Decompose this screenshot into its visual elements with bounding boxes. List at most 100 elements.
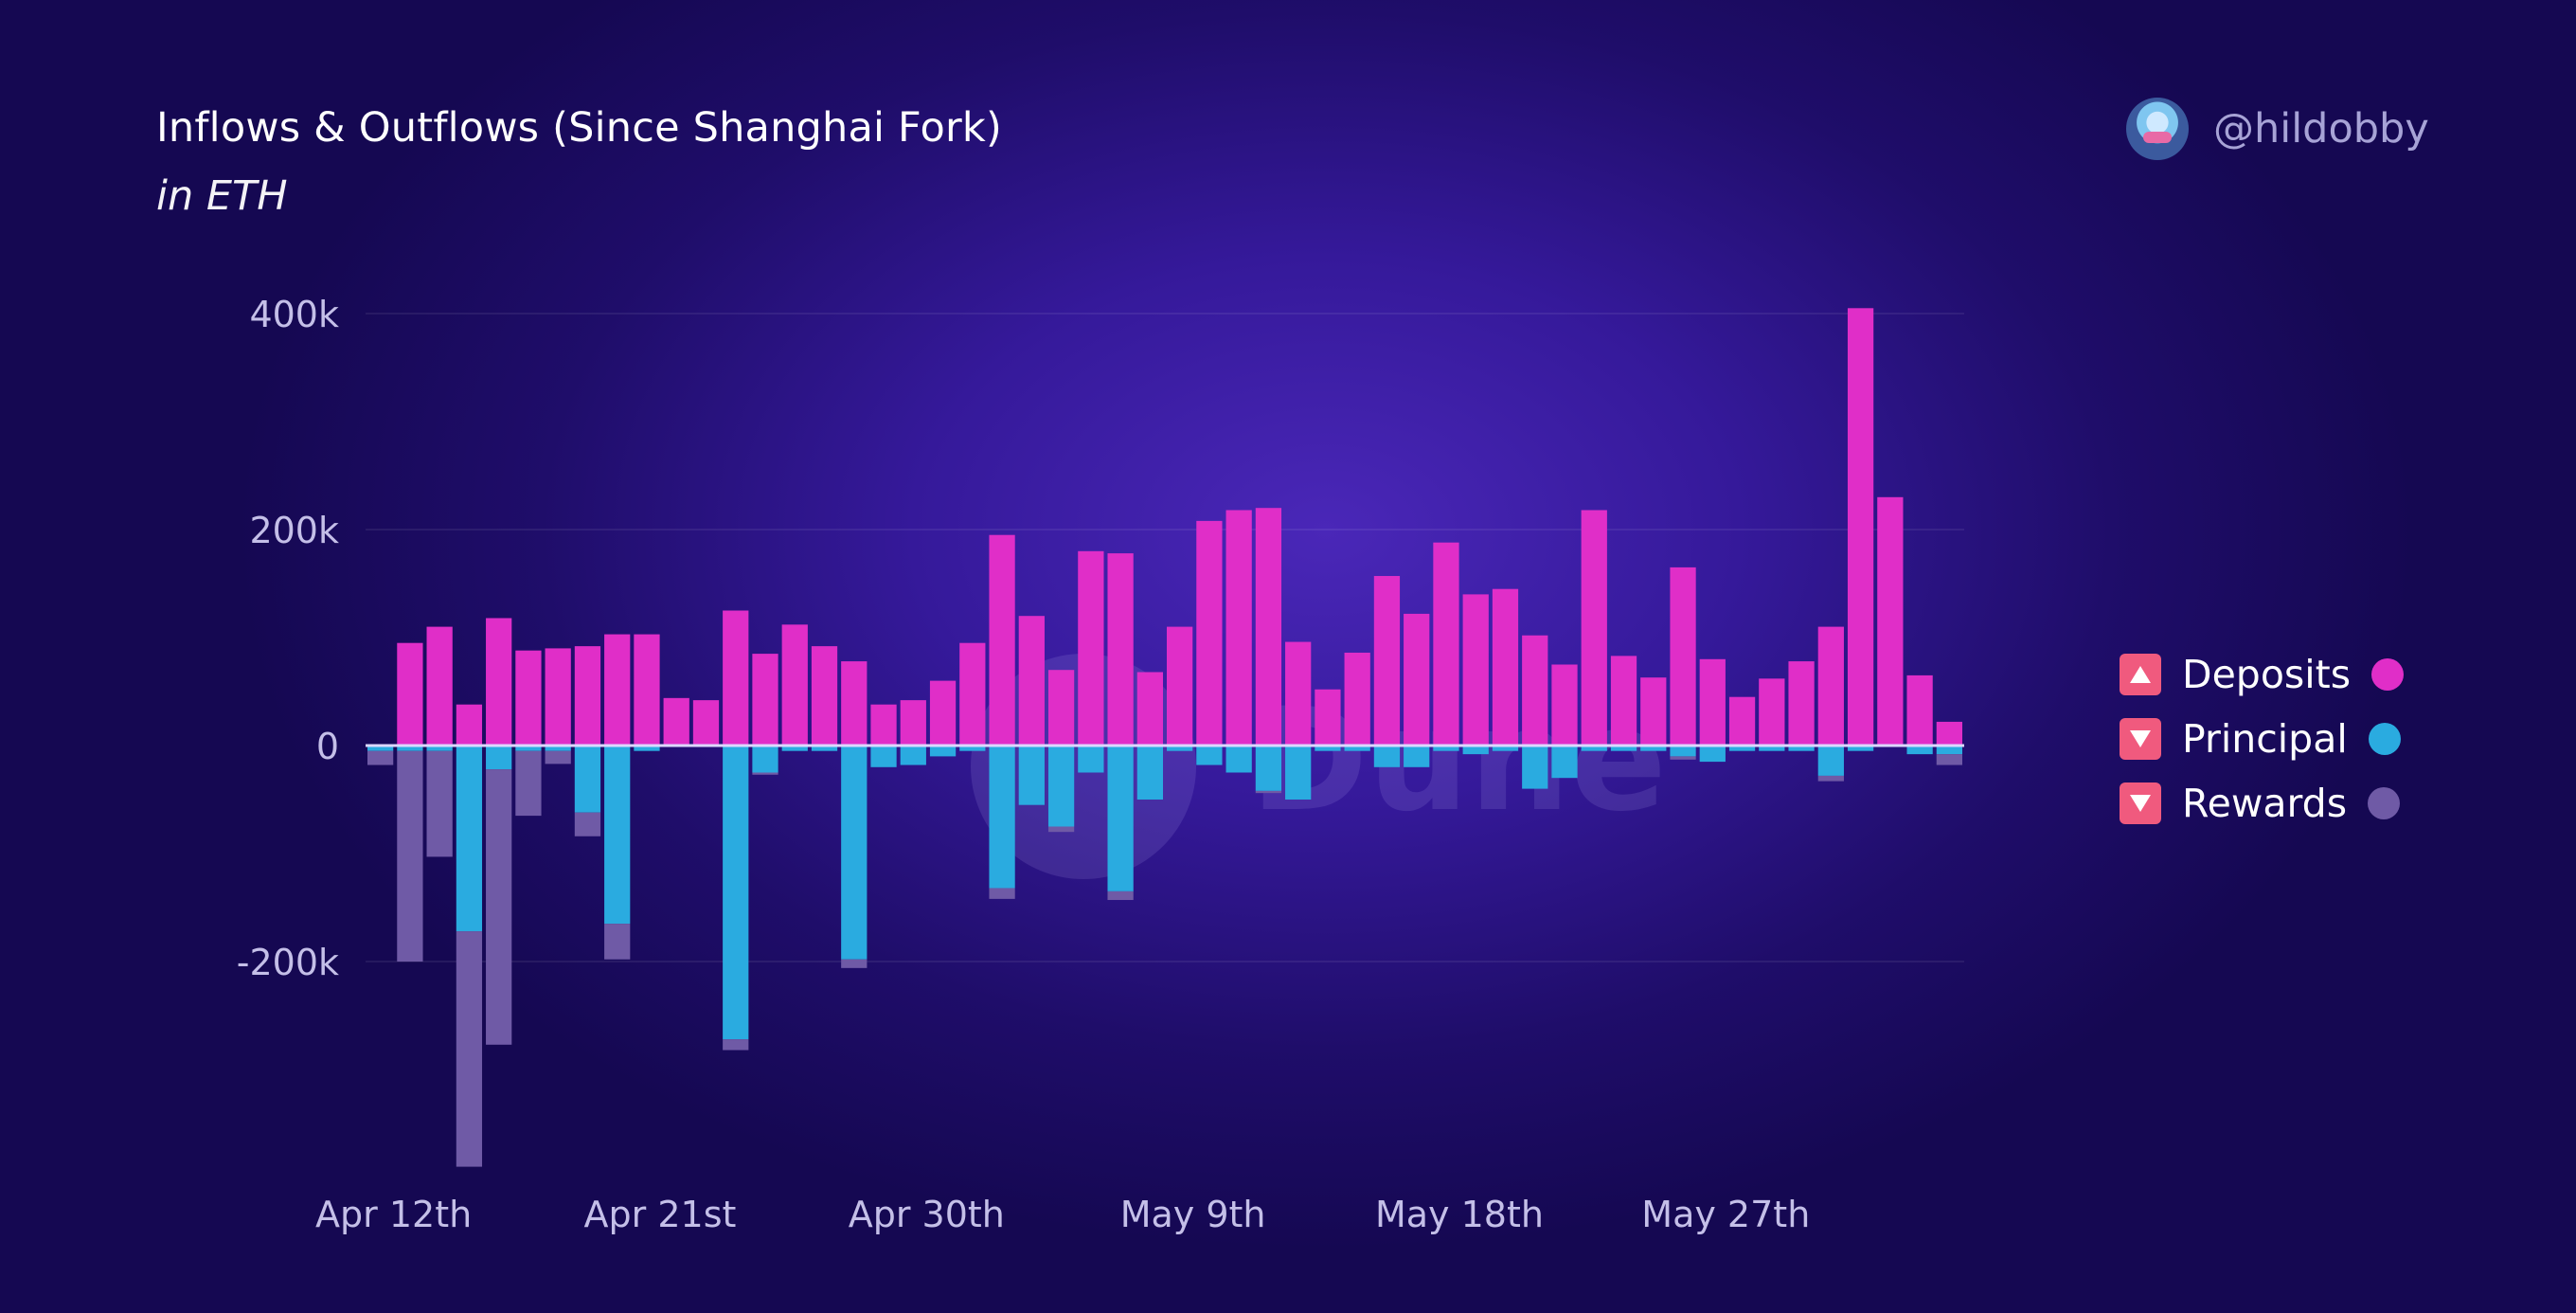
bar-rewards[interactable] [1817,775,1844,782]
bar-rewards[interactable] [1936,754,1962,765]
bar-rewards[interactable] [723,1039,749,1051]
bar-principal[interactable] [1728,746,1756,751]
bar-principal[interactable] [1817,746,1844,776]
bar-principal[interactable] [367,746,394,751]
bar-principal[interactable] [1136,746,1163,800]
bar-principal[interactable] [1373,746,1401,767]
bar-principal[interactable] [1522,746,1548,789]
bar-principal[interactable] [1906,746,1933,755]
bar-deposits[interactable] [515,650,542,746]
bar-principal[interactable] [959,746,986,751]
bar-deposits[interactable] [1670,567,1696,746]
bar-principal[interactable] [1847,746,1874,751]
bar-deposits[interactable] [604,634,631,746]
bar-principal[interactable] [841,746,868,960]
bar-rewards[interactable] [841,959,868,968]
bar-deposits[interactable] [1699,658,1726,746]
bar-principal[interactable] [900,746,926,765]
bar-principal[interactable] [1167,746,1193,751]
bar-rewards[interactable] [486,769,512,1045]
bar-deposits[interactable] [1433,542,1459,746]
bar-deposits[interactable] [989,534,1015,746]
bar-principal[interactable] [604,746,631,925]
bar-deposits[interactable] [1373,576,1401,746]
bar-principal[interactable] [1759,746,1785,751]
bar-deposits[interactable] [1551,664,1578,746]
bar-principal[interactable] [1581,746,1607,751]
bar-principal[interactable] [1255,746,1282,791]
bar-principal[interactable] [515,746,542,751]
bar-deposits[interactable] [634,634,660,746]
bar-principal[interactable] [752,746,778,773]
bar-deposits[interactable] [1640,677,1667,746]
bar-deposits[interactable] [1522,635,1548,746]
bar-principal[interactable] [1047,746,1075,827]
bar-deposits[interactable] [692,700,720,746]
bar-principal[interactable] [1018,746,1045,805]
triangle-down-icon[interactable] [2120,718,2161,760]
legend-item-rewards[interactable]: Rewards [2120,771,2404,836]
bar-deposits[interactable] [1492,588,1519,746]
bar-rewards[interactable] [367,750,394,765]
bar-rewards[interactable] [426,750,453,857]
bar-deposits[interactable] [1107,553,1134,746]
bar-deposits[interactable] [1610,656,1637,746]
bar-rewards[interactable] [456,931,483,1167]
bar-principal[interactable] [723,746,749,1040]
bar-principal[interactable] [1107,746,1134,891]
bar-deposits[interactable] [811,646,838,746]
bar-deposits[interactable] [929,680,957,746]
bar-deposits[interactable] [545,648,571,746]
bar-principal[interactable] [545,746,571,751]
bar-principal[interactable] [486,746,512,770]
bar-rewards[interactable] [1107,890,1134,901]
bar-deposits[interactable] [456,704,483,746]
bar-deposits[interactable] [1196,520,1223,746]
bar-principal[interactable] [1551,746,1578,779]
bar-rewards[interactable] [752,772,778,775]
bar-deposits[interactable] [1462,594,1489,746]
bar-deposits[interactable] [486,618,512,746]
bar-deposits[interactable] [1018,616,1045,746]
bar-deposits[interactable] [663,697,689,746]
bar-deposits[interactable] [1581,510,1607,746]
bar-principal[interactable] [1196,746,1223,765]
bar-rewards[interactable] [1670,756,1696,760]
bar-deposits[interactable] [1047,670,1075,746]
bar-rewards[interactable] [1255,790,1282,794]
bar-principal[interactable] [1699,746,1726,763]
bar-rewards[interactable] [545,750,571,764]
bar-deposits[interactable] [1344,652,1370,746]
bar-principal[interactable] [1433,746,1459,751]
bar-rewards[interactable] [574,812,601,836]
bar-deposits[interactable] [959,642,986,746]
bar-deposits[interactable] [1788,661,1815,746]
bar-deposits[interactable] [752,654,778,746]
bar-principal[interactable] [929,746,957,757]
bar-rewards[interactable] [1047,826,1075,833]
bar-principal[interactable] [1936,746,1962,755]
bar-principal[interactable] [1788,746,1815,751]
bar-deposits[interactable] [574,646,601,746]
bar-principal[interactable] [1404,746,1430,767]
bar-principal[interactable] [1610,746,1637,751]
bar-deposits[interactable] [1404,613,1430,746]
bar-principal[interactable] [811,746,838,751]
bar-deposits[interactable] [1759,678,1785,746]
bar-deposits[interactable] [426,626,453,746]
bar-principal[interactable] [426,746,453,751]
bar-principal[interactable] [1285,746,1312,800]
bar-deposits[interactable] [1078,550,1104,746]
bar-principal[interactable] [634,746,660,751]
bar-rewards[interactable] [515,750,542,817]
bar-rewards[interactable] [604,924,631,960]
bar-deposits[interactable] [1167,626,1193,746]
bar-principal[interactable] [870,746,897,767]
bar-principal[interactable] [1492,746,1519,751]
bar-principal[interactable] [456,746,483,932]
bar-principal[interactable] [1078,746,1104,773]
author-badge[interactable]: @hildobby [2126,98,2429,160]
bar-principal[interactable] [574,746,601,813]
legend-item-deposits[interactable]: Deposits [2120,642,2405,707]
bar-principal[interactable] [1462,746,1489,755]
